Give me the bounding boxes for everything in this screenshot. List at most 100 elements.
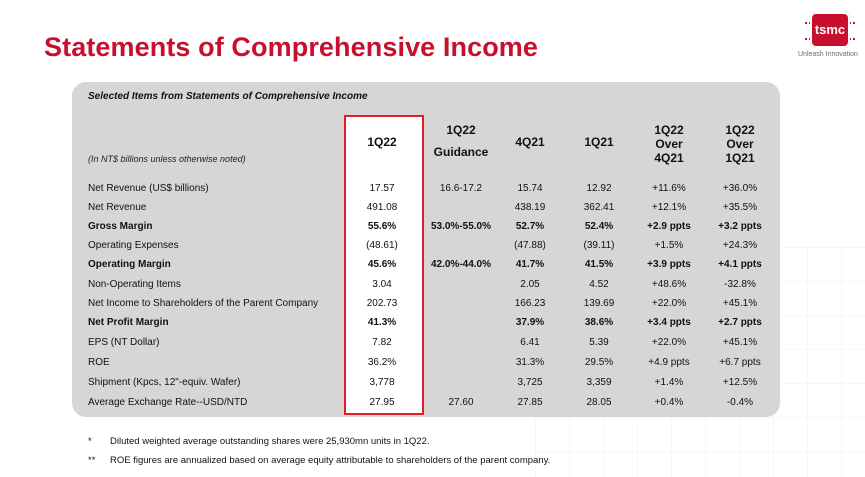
table-cell: 55.6% bbox=[367, 221, 397, 232]
table-cell: +35.5% bbox=[722, 202, 758, 213]
row-label: Gross Margin bbox=[88, 221, 153, 232]
footnote: ** ROE figures are annualized based on av… bbox=[88, 455, 550, 466]
table-cell: +3.4 ppts bbox=[647, 317, 691, 328]
column-header-2-line-2: Guidance bbox=[433, 145, 489, 159]
row-label: ROE bbox=[88, 357, 110, 368]
table-cell: 37.9% bbox=[515, 317, 545, 328]
table-cell: +2.9 ppts bbox=[647, 221, 691, 232]
table-cell: +3.9 ppts bbox=[647, 259, 691, 270]
table-cell: 31.3% bbox=[515, 357, 545, 368]
income-table-panel: Selected Items from Statements of Compre… bbox=[72, 82, 780, 417]
table-cell: 7.82 bbox=[372, 337, 392, 348]
table-cell: 166.23 bbox=[514, 298, 546, 309]
table-cell: +22.0% bbox=[651, 298, 687, 309]
table-cell: 45.6% bbox=[367, 259, 397, 270]
table-cell: 42.0%-44.0% bbox=[430, 259, 492, 270]
table-cell: -0.4% bbox=[726, 397, 754, 408]
column-header-5-line-3: 4Q21 bbox=[654, 151, 684, 165]
table-cell: 41.3% bbox=[367, 317, 397, 328]
column-header-4-line-1: 1Q21 bbox=[584, 135, 614, 149]
table-cell: 27.95 bbox=[369, 397, 395, 408]
table-cell: 2.05 bbox=[520, 279, 540, 290]
table-cell: 36.2% bbox=[367, 357, 397, 368]
table-cell: 3,778 bbox=[369, 377, 395, 388]
logo-mark: tsmc bbox=[805, 12, 855, 48]
table-cell: +2.7 ppts bbox=[718, 317, 762, 328]
table-cell: +45.1% bbox=[722, 298, 758, 309]
row-label: Net Profit Margin bbox=[88, 317, 169, 328]
column-header-5-line-1: 1Q22 bbox=[654, 123, 684, 137]
row-label: Net Revenue bbox=[88, 202, 147, 213]
table-cell: +6.7 ppts bbox=[719, 357, 761, 368]
table-cell: +45.1% bbox=[722, 337, 758, 348]
table-cell: +22.0% bbox=[651, 337, 687, 348]
table-cell: 491.08 bbox=[366, 202, 398, 213]
page-title: Statements of Comprehensive Income bbox=[44, 32, 539, 62]
footnote-text: ROE figures are annualized based on aver… bbox=[110, 455, 551, 466]
table-cell: +4.1 ppts bbox=[718, 259, 762, 270]
table-cell: +48.6% bbox=[651, 279, 687, 290]
table-cell: 52.4% bbox=[584, 221, 614, 232]
table-cell: 3,725 bbox=[517, 377, 543, 388]
footnote-mark: * bbox=[88, 436, 92, 447]
table-cell: (39.11) bbox=[583, 240, 615, 251]
table-cell: 17.57 bbox=[369, 183, 395, 194]
table-cell: +12.5% bbox=[722, 377, 758, 388]
table-cell: -32.8% bbox=[724, 279, 756, 290]
footnote-mark: ** bbox=[88, 455, 96, 466]
row-label: Non-Operating Items bbox=[88, 279, 181, 290]
table-cell: +1.4% bbox=[654, 377, 684, 388]
table-cell: 27.60 bbox=[448, 397, 474, 408]
row-label: Shipment (Kpcs, 12"-equiv. Wafer) bbox=[88, 377, 241, 388]
row-label: Average Exchange Rate--USD/NTD bbox=[88, 397, 248, 408]
table-cell: 41.7% bbox=[515, 259, 545, 270]
table-cell: 28.05 bbox=[586, 397, 612, 408]
table-cell: 38.6% bbox=[584, 317, 614, 328]
table-cell: +3.2 ppts bbox=[718, 221, 762, 232]
logo-tagline: Unleash Innovation bbox=[798, 51, 858, 58]
table-cell: +24.3% bbox=[722, 240, 758, 251]
table-cell: 202.73 bbox=[366, 298, 398, 309]
table-unit-note: (In NT$ billions unless otherwise noted) bbox=[88, 154, 246, 164]
table-cell: 3,359 bbox=[586, 377, 612, 388]
column-header-6-line-3: 1Q21 bbox=[725, 151, 755, 165]
table-cell: 438.19 bbox=[514, 202, 546, 213]
column-header-2-line-1: 1Q22 bbox=[446, 123, 476, 137]
table-cell: +36.0% bbox=[722, 183, 758, 194]
footnote: * Diluted weighted average outstanding sh… bbox=[88, 436, 430, 447]
table-cell: +12.1% bbox=[651, 202, 687, 213]
table-cell: 15.74 bbox=[517, 183, 543, 194]
column-header-6-line-2: Over bbox=[726, 137, 754, 151]
table-cell: +4.9 ppts bbox=[648, 357, 690, 368]
table-cell: 41.5% bbox=[584, 259, 614, 270]
row-label: Operating Expenses bbox=[88, 240, 179, 251]
table-heading: Selected Items from Statements of Compre… bbox=[88, 91, 368, 102]
table-cell: 3.04 bbox=[372, 279, 392, 290]
table-cell: (47.88) bbox=[514, 240, 546, 251]
table-cell: 139.69 bbox=[583, 298, 615, 309]
table-cell: 29.5% bbox=[584, 357, 614, 368]
column-header-3-line-1: 4Q21 bbox=[515, 135, 545, 149]
table-cell: +0.4% bbox=[654, 397, 684, 408]
table-cell: 4.52 bbox=[589, 279, 609, 290]
footnote-text: Diluted weighted average outstanding sha… bbox=[110, 436, 430, 447]
table-cell: 6.41 bbox=[520, 337, 540, 348]
table-cell: +11.6% bbox=[652, 183, 686, 194]
table-cell: 5.39 bbox=[589, 337, 609, 348]
row-label: Net Revenue (US$ billions) bbox=[88, 183, 209, 194]
table-cell: 27.85 bbox=[517, 397, 543, 408]
table-cell: (48.61) bbox=[366, 240, 398, 251]
column-header-6-line-1: 1Q22 bbox=[725, 123, 755, 137]
highlight-1q22-column bbox=[344, 115, 424, 415]
table-cell: 12.92 bbox=[586, 183, 612, 194]
row-label: Net Income to Shareholders of the Parent… bbox=[88, 298, 319, 309]
tsmc-logo: tsmc Unleash Innovation bbox=[792, 6, 865, 64]
column-header-5-line-2: Over bbox=[655, 137, 683, 151]
column-header-1-line-1: 1Q22 bbox=[367, 135, 397, 149]
table-cell: 16.6-17.2 bbox=[439, 183, 483, 194]
table-cell: 52.7% bbox=[515, 221, 545, 232]
row-label: EPS (NT Dollar) bbox=[88, 337, 160, 348]
table-cell: 53.0%-55.0% bbox=[430, 221, 492, 232]
table-cell: 362.41 bbox=[583, 202, 615, 213]
row-label: Operating Margin bbox=[88, 259, 171, 270]
